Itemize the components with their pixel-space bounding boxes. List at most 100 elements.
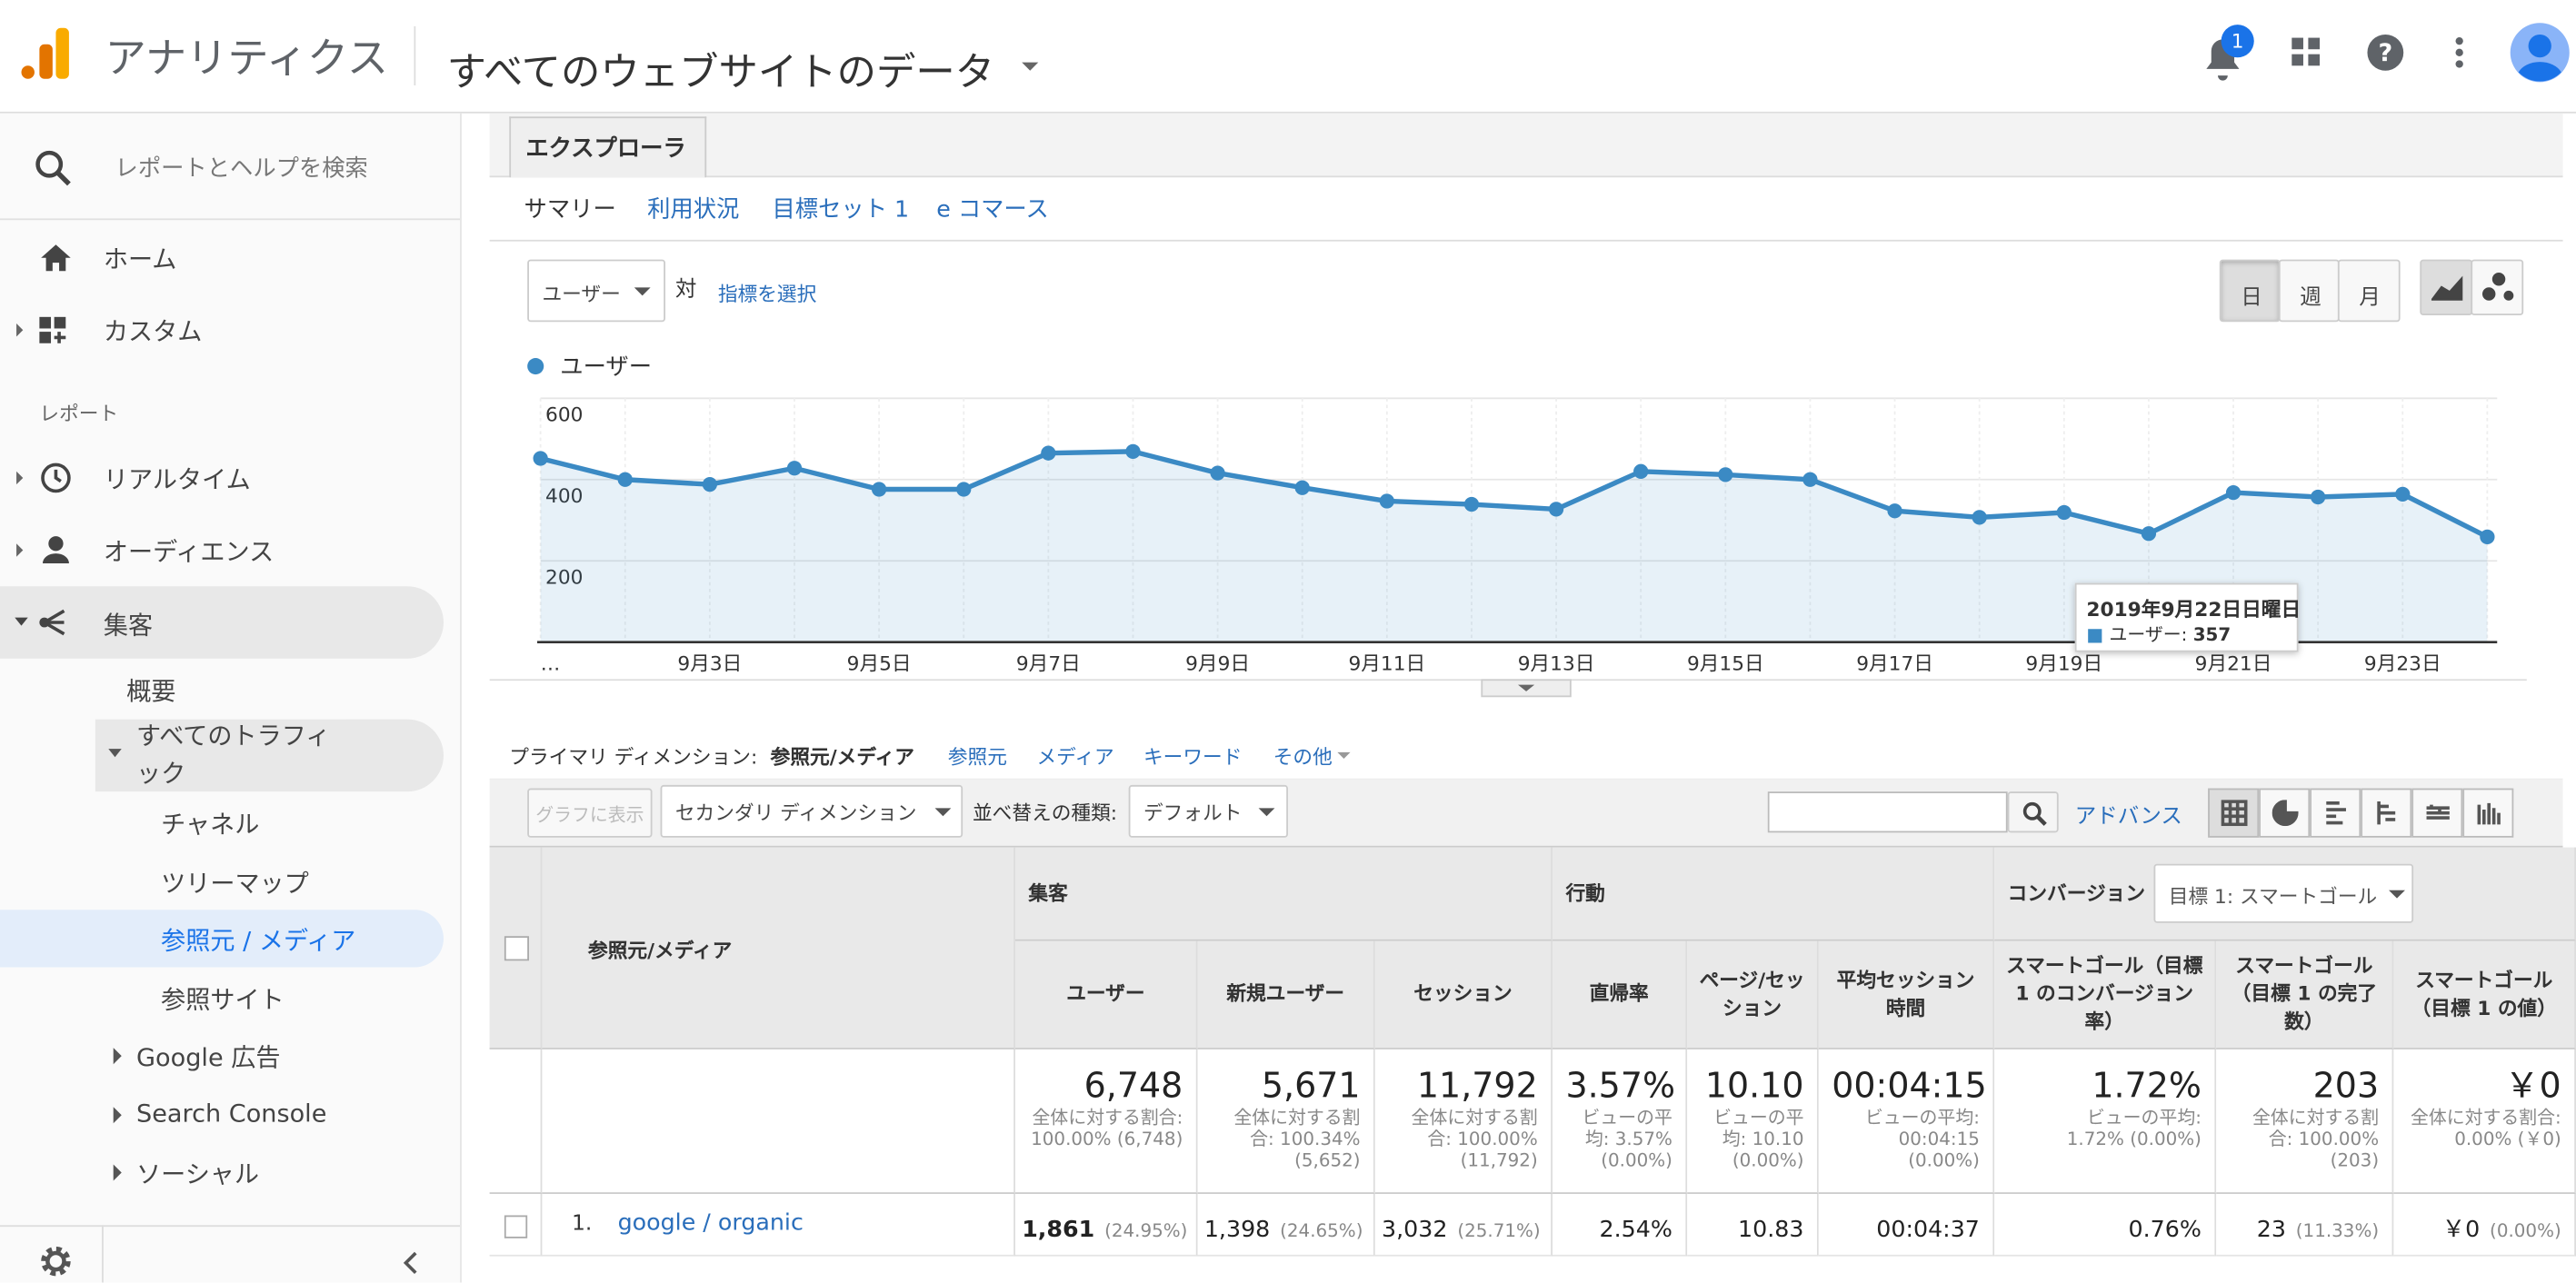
tooltip-value: 357 [2192,623,2232,646]
table-search-button[interactable] [2007,791,2059,833]
plot-rows-button[interactable]: グラフに表示 [527,788,653,838]
checkbox[interactable] [504,1215,528,1238]
column-header[interactable]: 直帰率 [1552,940,1688,1049]
point [2225,484,2242,501]
dimension-option[interactable]: メディア [1036,745,1114,769]
nav-item[interactable]: 参照サイト [161,985,285,1015]
goal-select-label: 目標 1: スマートゴール [2168,885,2378,909]
sort-select[interactable]: デフォルト [1128,784,1289,838]
subtab[interactable]: e コマース [936,196,1049,224]
header [0,0,2576,114]
view-button[interactable] [2462,788,2514,838]
active-subsection-bg [95,719,444,792]
nav-item[interactable]: すべてのトラフィック [136,721,331,789]
apps[interactable] [2291,36,2323,69]
row-index: 1. [571,1211,593,1237]
dimension-option[interactable]: その他 [1273,745,1333,769]
secondary-dimension[interactable]: セカンダリ ディメンション [660,784,964,838]
help[interactable]: ? [2366,33,2405,72]
nav-item[interactable]: ツリーマップ [161,869,309,899]
divider [489,778,2563,781]
realtime-icon [16,462,71,493]
point [871,482,887,497]
collapse-sidebar[interactable] [399,1249,422,1276]
source-header: 参照元/メディア [542,847,1015,1049]
nav-item[interactable]: リアルタイム [103,464,251,495]
view-button[interactable] [2259,788,2311,838]
view-button[interactable] [2361,788,2412,838]
nav-item[interactable]: チャネル [161,810,260,840]
more-menu[interactable] [2448,36,2471,73]
subtab-active[interactable]: サマリー [524,196,616,224]
metric-select[interactable]: ユーザー [527,259,665,323]
area [540,451,2488,642]
expand-arrow [113,1107,122,1124]
subtab[interactable]: 目標セット 1 [772,196,910,224]
legend-swatch [527,358,544,375]
column-header[interactable]: スマートゴール（目標 1 のコンバージョン率） [1994,940,2217,1049]
avatar[interactable] [2509,21,2571,84]
select-metric-link[interactable]: 指標を選択 [717,282,817,306]
y-tick-label: 600 [545,404,583,427]
totals-cell: ￥0 全体に対する割合: 0.00% (￥0) [2393,1049,2576,1194]
point [1972,510,1987,525]
period-day[interactable]: 日 [2219,259,2281,323]
x-tick-label: 9月21日 [2195,652,2272,675]
cell-percent: (24.65%) [1280,1219,1363,1242]
column-header[interactable]: 新規ユーザー [1197,940,1375,1049]
view-button[interactable] [2208,788,2260,838]
view-icon [2426,804,2450,820]
advanced-filter[interactable]: アドバンス [2074,804,2182,830]
point [1802,472,1818,487]
motion-chart-toggle[interactable] [2471,259,2524,316]
nav-item[interactable]: ホーム [103,244,177,274]
settings[interactable] [38,1243,75,1279]
column-header[interactable]: 平均セッション時間 [1818,940,1995,1049]
group-header: 行動 [1552,847,1995,941]
notifications[interactable]: 1 [2195,23,2261,82]
column-header[interactable]: スマートゴール（目標 1 の完了数） [2216,940,2394,1049]
period-week[interactable]: 週 [2278,259,2340,323]
view-button[interactable] [2310,788,2361,838]
dropdown-arrow [634,287,651,296]
nav-item[interactable]: Google 広告 [136,1042,281,1073]
column-header[interactable]: スマートゴール（目標 1 の値） [2393,940,2576,1049]
view-selector[interactable]: すべてのウェブサイトのデータ [446,49,995,95]
sidebar-search[interactable]: レポートとヘルプを検索 [115,155,368,183]
tab-bar [489,113,2563,178]
total-note: ビューの平均: 1.72% (0.00%) [2066,1107,2202,1150]
view-button[interactable] [2411,788,2463,838]
period-month[interactable]: 月 [2337,259,2401,323]
nav-item[interactable]: Search Console [136,1099,327,1129]
x-tick-label: 9月15日 [1687,652,1764,675]
selected-item-bg [0,910,444,968]
nav-item[interactable]: ソーシャル [136,1159,260,1189]
nav-item-selected[interactable]: 参照元 / メディア [161,926,356,956]
tab[interactable] [509,116,707,178]
column-header[interactable]: ページ/セッション [1687,940,1819,1049]
dimension-label: プライマリ ディメンション: [509,745,758,769]
column-header[interactable]: ユーザー [1014,940,1198,1049]
point [2056,504,2072,521]
dimension-option[interactable]: キーワード [1143,745,1243,769]
dimension-option[interactable]: 参照元 [947,745,1007,769]
source-link[interactable]: google / organic [617,1210,804,1237]
subtab[interactable]: 利用状況 [647,196,740,224]
point [617,472,633,487]
table-search-input[interactable] [1767,791,2008,833]
point [1718,467,1733,482]
nav-item[interactable]: オーディエンス [103,537,275,567]
column-header[interactable]: セッション [1374,940,1553,1049]
nav-item[interactable]: 集客 [103,611,154,641]
arrow-path [2388,890,2406,899]
goal-select[interactable]: 目標 1: スマートゴール [2153,863,2414,923]
nav-item[interactable]: カスタム [103,316,203,347]
legend-label: ユーザー [560,353,652,380]
point [702,476,718,492]
custom-icon [16,316,66,343]
line-chart-toggle[interactable] [2420,259,2473,316]
checkbox[interactable] [504,936,529,961]
nav-item[interactable]: 概要 [126,676,176,707]
x-tick-label: 9月11日 [1348,652,1425,675]
cell-percent: (25.71%) [1457,1219,1541,1242]
